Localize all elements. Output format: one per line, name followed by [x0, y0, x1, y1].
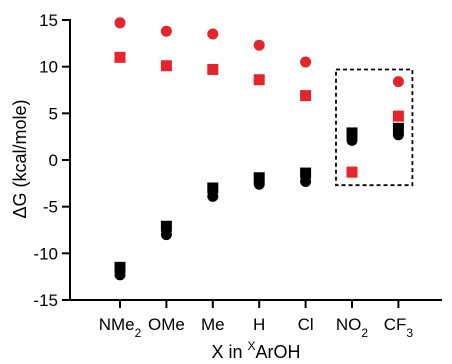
- x-tick-label: NO2: [336, 315, 369, 340]
- data-point-square: [253, 172, 265, 184]
- x-axis: NMe2 OMe Me H Cl NO2 CF3: [69, 299, 442, 340]
- data-point-circle: [300, 56, 312, 68]
- data-point-square: [114, 261, 126, 273]
- data-point-circle: [300, 175, 312, 187]
- data-point-square: [300, 90, 312, 102]
- y-tick-label: 10: [39, 58, 58, 77]
- y-tick-label: 5: [49, 104, 58, 123]
- data-point-circle: [392, 129, 404, 141]
- x-tick-label: OMe: [148, 315, 185, 334]
- data-point-square: [114, 51, 126, 63]
- x-tick-label: Me: [201, 315, 225, 334]
- highlight-box: [335, 68, 414, 187]
- y-tick-label: 15: [39, 11, 58, 30]
- data-point-circle: [346, 134, 358, 146]
- x-tick-label: Cl: [298, 315, 314, 334]
- data-point-circle: [253, 178, 265, 190]
- y-axis-title: ΔG (kcal/mole): [10, 99, 30, 218]
- data-point-square: [346, 127, 358, 139]
- data-point-square: [253, 74, 265, 86]
- x-tick-label: CF3: [384, 315, 414, 340]
- data-point-square: [392, 110, 404, 122]
- data-point-square: [346, 166, 358, 178]
- data-point-circle: [114, 17, 126, 29]
- x-tick-label: NMe2: [99, 315, 142, 340]
- data-point-circle: [207, 190, 219, 202]
- y-tick-label: -5: [43, 198, 58, 217]
- data-point-circle: [207, 28, 219, 40]
- x-tick-label: H: [253, 315, 265, 334]
- y-tick-label: 0: [49, 151, 58, 170]
- y-tick-label: -10: [33, 244, 58, 263]
- data-point-circle: [160, 229, 172, 241]
- data-point-square: [207, 182, 219, 194]
- y-tick-label: -15: [33, 291, 58, 310]
- data-point-square: [160, 60, 172, 72]
- data-point-square: [207, 63, 219, 75]
- data-point-circle: [392, 76, 404, 88]
- y-axis: -15 -10 -5 0 5 10 15: [33, 11, 71, 310]
- data-point-square: [300, 167, 312, 179]
- data-point-circle: [160, 25, 172, 37]
- data-point-square: [160, 220, 172, 232]
- highlight-rect: [335, 68, 414, 187]
- data-point-circle: [253, 39, 265, 51]
- x-axis-title: X in XArOH: [211, 339, 300, 362]
- data-point-circle: [114, 269, 126, 281]
- data-point-square: [392, 122, 404, 134]
- data-points: [114, 17, 404, 281]
